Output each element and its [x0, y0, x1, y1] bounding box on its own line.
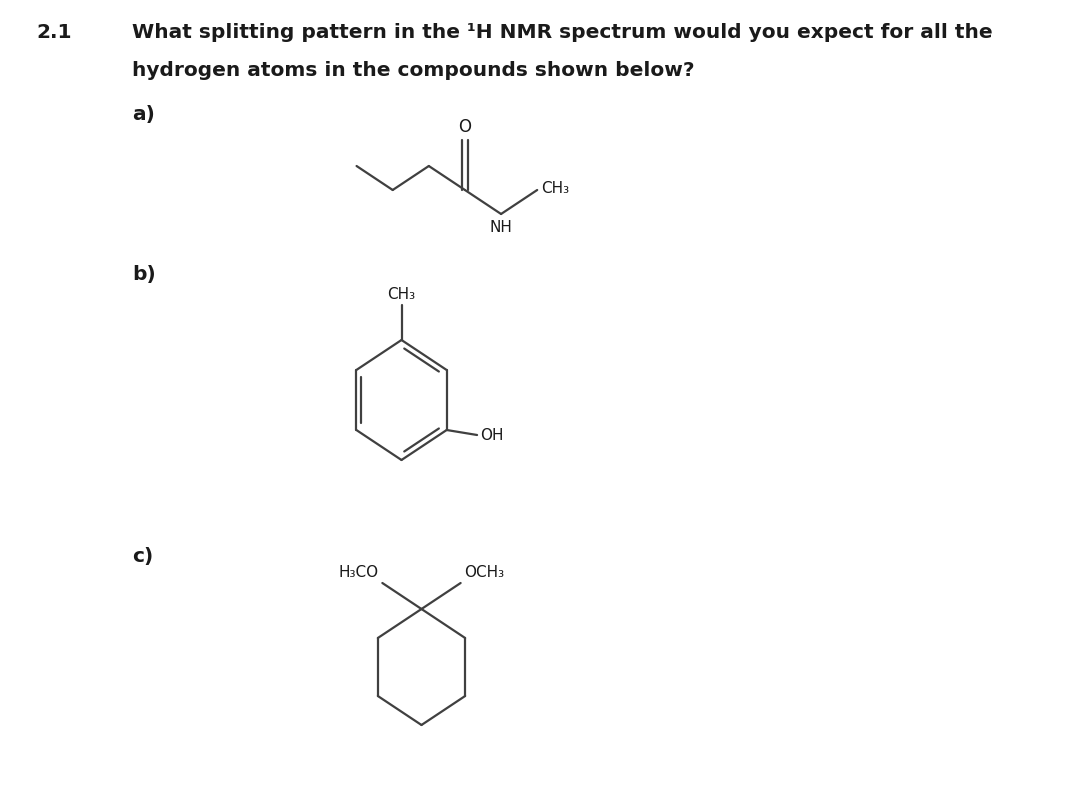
Text: H₃CO: H₃CO: [339, 565, 379, 580]
Text: CH₃: CH₃: [388, 287, 416, 302]
Text: NH: NH: [489, 220, 513, 235]
Text: O: O: [458, 118, 472, 136]
Text: c): c): [132, 547, 153, 566]
Text: OH: OH: [480, 428, 503, 443]
Text: b): b): [132, 265, 156, 284]
Text: OCH₃: OCH₃: [464, 565, 504, 580]
Text: What splitting pattern in the ¹H NMR spectrum would you expect for all the: What splitting pattern in the ¹H NMR spe…: [132, 23, 993, 42]
Text: CH₃: CH₃: [541, 180, 569, 196]
Text: hydrogen atoms in the compounds shown below?: hydrogen atoms in the compounds shown be…: [132, 61, 694, 80]
Text: 2.1: 2.1: [37, 23, 72, 42]
Text: a): a): [132, 105, 154, 124]
